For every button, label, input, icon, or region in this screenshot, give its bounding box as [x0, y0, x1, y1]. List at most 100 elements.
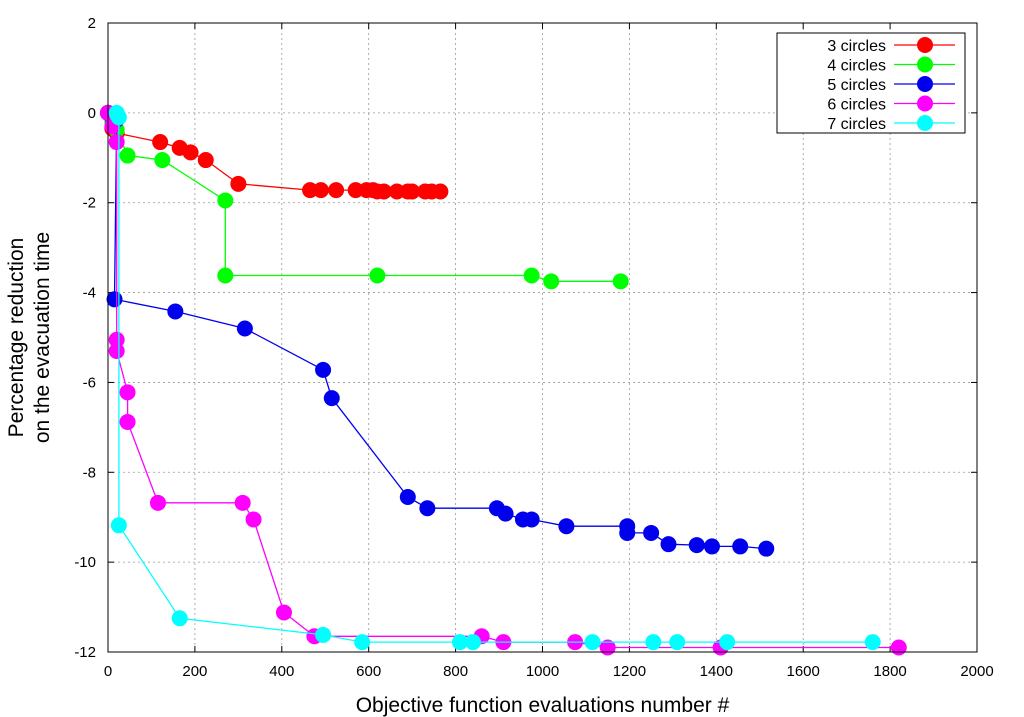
data-point — [217, 267, 234, 284]
data-point — [245, 511, 262, 528]
data-point — [315, 361, 332, 378]
legend-item: 6 circles — [827, 95, 955, 114]
data-point — [890, 639, 907, 656]
x-tick-label: 1600 — [787, 663, 820, 680]
data-point — [864, 634, 881, 651]
x-tick-label: 2000 — [960, 663, 993, 680]
data-point — [523, 511, 540, 528]
legend-marker — [917, 95, 933, 112]
data-point — [558, 518, 575, 535]
data-point — [119, 147, 136, 164]
y-tick-label: -12 — [74, 644, 96, 661]
data-point — [523, 267, 540, 284]
data-point — [152, 134, 169, 151]
data-point — [106, 291, 123, 308]
y-tick-labels: 2 0 -2 -4 -6 -8 -10 -12 — [74, 15, 96, 661]
legend-marker — [917, 115, 933, 131]
data-point — [758, 540, 775, 557]
legend-item: 5 circles — [827, 76, 955, 94]
y-tick-label: -4 — [83, 285, 96, 302]
y-axis-title-line-1: Percentage reduction — [5, 238, 28, 438]
data-point — [584, 634, 601, 651]
data-point — [312, 182, 329, 199]
data-point — [703, 538, 720, 555]
data-point — [108, 342, 125, 359]
x-tick-label: 800 — [443, 663, 468, 680]
legend-box — [776, 32, 966, 134]
data-point — [154, 152, 171, 169]
y-tick-label: -10 — [74, 554, 96, 571]
data-point — [119, 413, 136, 430]
data-point — [419, 500, 436, 517]
series-7-circles — [108, 104, 881, 651]
data-point — [497, 505, 514, 522]
data-point — [464, 634, 481, 651]
y-tick-label: 2 — [88, 15, 96, 32]
legend-item: 4 circles — [827, 56, 955, 75]
legend-label: 6 circles — [827, 97, 886, 114]
data-point — [404, 183, 421, 200]
legend-item: 7 circles — [827, 115, 955, 133]
data-point — [275, 604, 292, 621]
data-point — [315, 626, 332, 643]
legend-label: 3 circles — [827, 38, 886, 55]
x-tick-label: 1000 — [526, 663, 559, 680]
legend-marker — [917, 76, 933, 92]
x-axis-title: Objective function evaluations number # — [356, 694, 730, 717]
legend-label: 5 circles — [827, 77, 886, 94]
y-tick-label: -6 — [83, 374, 96, 391]
data-point — [732, 538, 749, 555]
x-tick-label: 1800 — [873, 663, 906, 680]
data-point — [543, 273, 560, 290]
data-point — [167, 303, 184, 320]
data-point — [110, 517, 127, 534]
data-point — [669, 634, 686, 651]
legend: 3 circles 4 circles 5 circles 6 circles 7 ci… — [776, 32, 966, 134]
legend-item: 3 circles — [827, 37, 955, 55]
data-point — [323, 390, 340, 407]
data-point — [719, 634, 736, 651]
x-tick-label: 600 — [356, 663, 381, 680]
data-point — [328, 182, 345, 199]
data-point — [236, 320, 253, 337]
series-line — [116, 112, 873, 643]
y-tick-label: -8 — [83, 464, 96, 481]
series-3-circles — [100, 104, 449, 200]
legend-label: 4 circles — [827, 58, 886, 75]
series-group — [100, 104, 907, 656]
data-point — [182, 144, 199, 161]
y-tick-label: 0 — [88, 105, 96, 122]
data-point — [375, 183, 392, 200]
x-tick-label: 0 — [104, 663, 112, 680]
legend-marker — [917, 37, 933, 53]
data-point — [171, 610, 188, 627]
data-point — [108, 134, 125, 151]
data-point — [660, 536, 677, 553]
legend-label: 7 circles — [827, 116, 886, 133]
x-tick-label: 1400 — [700, 663, 733, 680]
data-point — [645, 634, 662, 651]
data-point — [612, 273, 629, 290]
x-tick-label: 200 — [182, 663, 207, 680]
data-point — [119, 384, 136, 401]
data-point — [197, 152, 214, 169]
data-point — [369, 267, 386, 284]
data-point — [217, 192, 234, 209]
data-point — [399, 488, 416, 505]
x-tick-labels: 0 200 400 600 800 1000 1200 1400 1600 1800 2000 — [104, 663, 994, 680]
data-point — [149, 494, 166, 511]
series-line — [107, 112, 767, 550]
series-6-circles — [100, 104, 907, 656]
data-point — [234, 494, 251, 511]
series-line — [107, 112, 441, 193]
plot-frame — [107, 22, 978, 653]
data-point — [354, 634, 371, 651]
y-axis-title-line-2: on the evacuation time — [31, 232, 54, 443]
data-point — [619, 524, 636, 541]
x-tick-label: 1200 — [613, 663, 646, 680]
data-point — [432, 183, 449, 200]
x-tick-label: 400 — [269, 663, 294, 680]
legend-marker — [917, 56, 933, 73]
data-point — [451, 634, 468, 651]
